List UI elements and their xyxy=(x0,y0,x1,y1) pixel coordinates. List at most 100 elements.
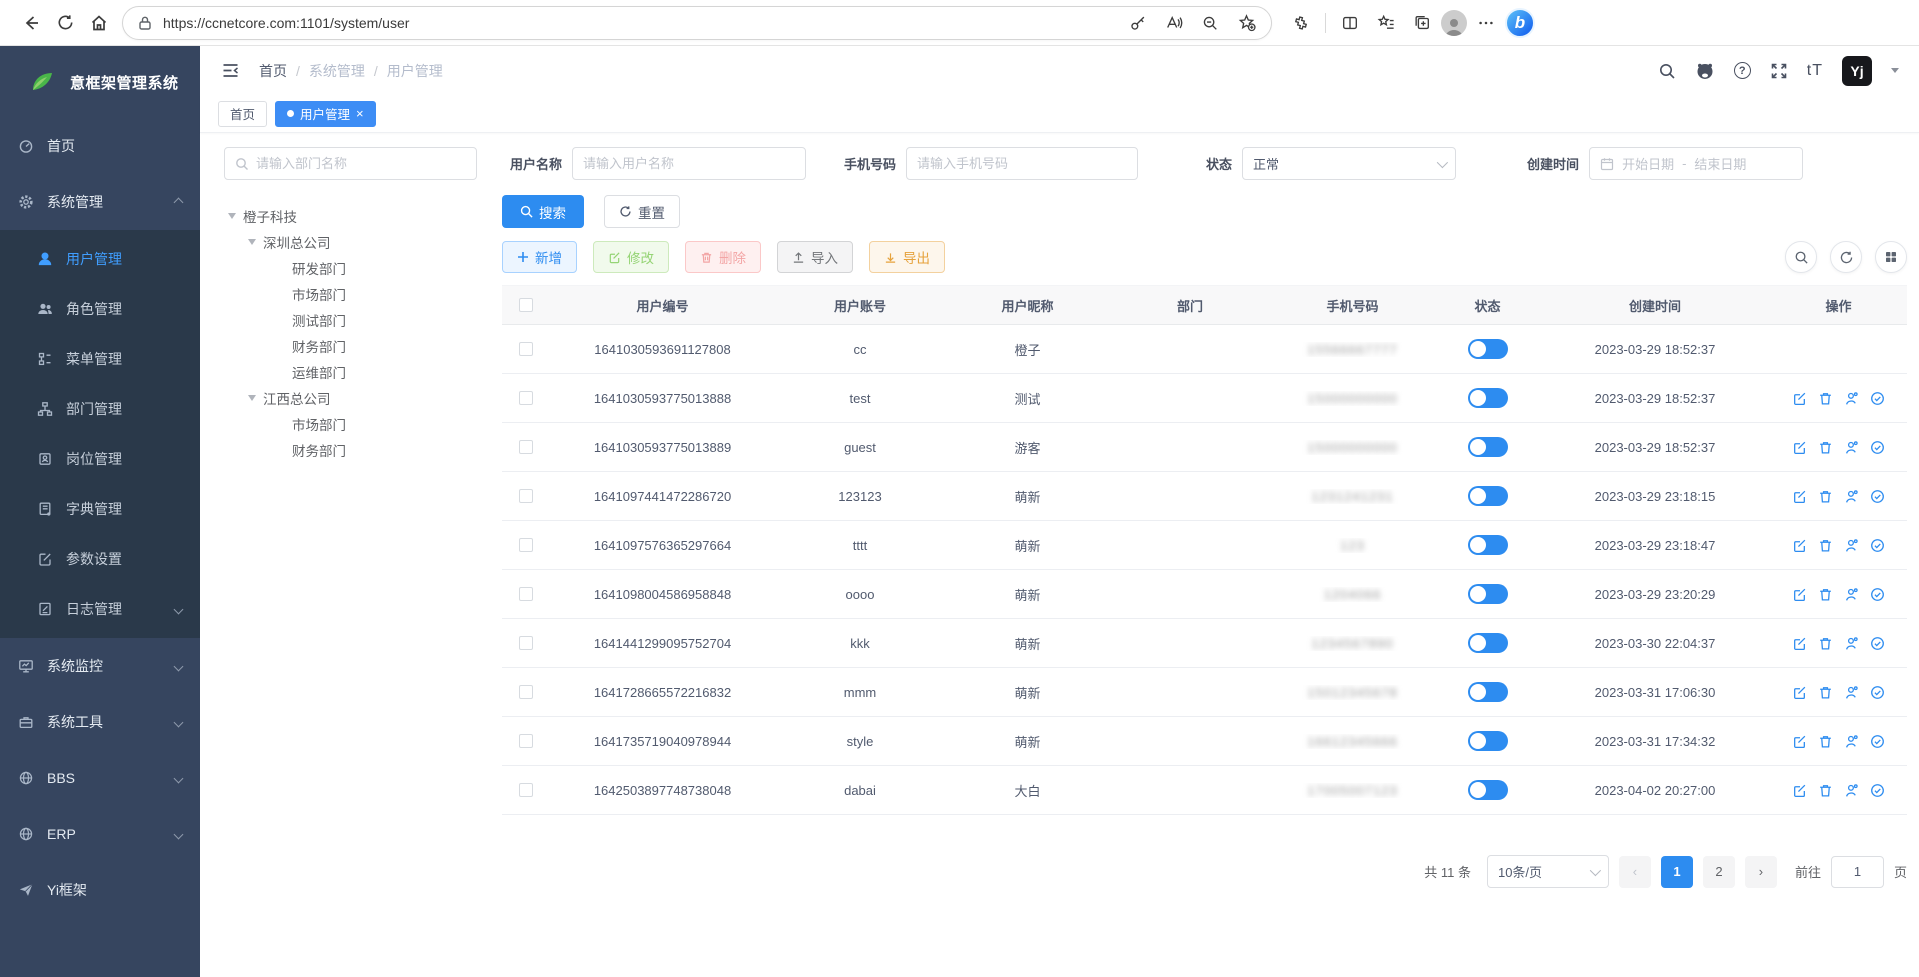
zoom-out-icon[interactable] xyxy=(1193,7,1227,39)
reset-button[interactable]: 重置 xyxy=(604,195,680,228)
reset-password-icon[interactable] xyxy=(1844,587,1859,602)
tree-node[interactable]: 市场部门 xyxy=(224,411,502,437)
url-text[interactable]: https://ccnetcore.com:1101/system/user xyxy=(163,14,410,31)
sidebar-item-dict-mgmt[interactable]: 字典管理 xyxy=(0,484,200,534)
delete-icon[interactable] xyxy=(1818,587,1833,602)
date-range-picker[interactable]: 开始日期 - 结束日期 xyxy=(1589,147,1804,180)
sidebar-item-yi-framework[interactable]: Yi框架 xyxy=(0,862,200,918)
delete-icon[interactable] xyxy=(1818,636,1833,651)
sidebar-item-monitor[interactable]: 系统监控 xyxy=(0,638,200,694)
dept-search-input[interactable] xyxy=(256,156,466,171)
search-icon[interactable] xyxy=(1658,62,1676,80)
tab-user-mgmt[interactable]: 用户管理 × xyxy=(275,100,376,127)
read-aloud-icon[interactable] xyxy=(1157,7,1191,39)
row-checkbox[interactable] xyxy=(519,538,533,552)
tree-node[interactable]: 财务部门 xyxy=(224,437,502,463)
row-checkbox[interactable] xyxy=(519,342,533,356)
status-toggle[interactable] xyxy=(1467,388,1508,408)
delete-icon[interactable] xyxy=(1818,440,1833,455)
status-toggle[interactable] xyxy=(1467,535,1508,555)
sidebar-item-role-mgmt[interactable]: 角色管理 xyxy=(0,284,200,334)
sidebar-item-system[interactable]: 系统管理 xyxy=(0,174,200,230)
add-button[interactable]: 新增 xyxy=(502,241,577,273)
user-avatar[interactable]: Yj xyxy=(1842,55,1872,86)
reset-password-icon[interactable] xyxy=(1844,538,1859,553)
reset-password-icon[interactable] xyxy=(1844,391,1859,406)
caret-icon[interactable] xyxy=(248,239,256,245)
edit-icon[interactable] xyxy=(1792,685,1807,700)
status-toggle[interactable] xyxy=(1467,437,1508,457)
import-button[interactable]: 导入 xyxy=(777,241,853,273)
font-size-icon[interactable]: tT xyxy=(1806,61,1823,79)
row-checkbox[interactable] xyxy=(519,489,533,503)
table-search-icon[interactable] xyxy=(1785,241,1817,273)
select-all-checkbox[interactable] xyxy=(519,298,533,312)
prev-page-button[interactable]: ‹ xyxy=(1618,855,1651,888)
reset-password-icon[interactable] xyxy=(1844,489,1859,504)
app-logo[interactable]: 意框架管理系统 xyxy=(0,46,200,118)
row-checkbox[interactable] xyxy=(519,587,533,601)
delete-icon[interactable] xyxy=(1818,538,1833,553)
delete-icon[interactable] xyxy=(1818,391,1833,406)
reset-password-icon[interactable] xyxy=(1844,783,1859,798)
status-toggle[interactable] xyxy=(1467,584,1508,604)
edit-icon[interactable] xyxy=(1792,636,1807,651)
tree-node[interactable]: 财务部门 xyxy=(224,333,502,359)
status-toggle[interactable] xyxy=(1467,682,1508,702)
delete-icon[interactable] xyxy=(1818,734,1833,749)
sidebar-item-post-mgmt[interactable]: 岗位管理 xyxy=(0,434,200,484)
table-refresh-icon[interactable] xyxy=(1830,241,1862,273)
status-toggle[interactable] xyxy=(1467,731,1508,751)
reset-password-icon[interactable] xyxy=(1844,636,1859,651)
status-toggle[interactable] xyxy=(1467,633,1508,653)
breadcrumb-home[interactable]: 首页 xyxy=(259,62,287,79)
status-toggle[interactable] xyxy=(1467,486,1508,506)
tree-node[interactable]: 研发部门 xyxy=(224,255,502,281)
edit-icon[interactable] xyxy=(1792,391,1807,406)
edit-icon[interactable] xyxy=(1792,538,1807,553)
favorites-bar-icon[interactable] xyxy=(1369,7,1403,39)
sidebar-item-bbs[interactable]: BBS xyxy=(0,750,200,806)
chevron-down-icon[interactable] xyxy=(1891,68,1899,73)
page-number-button[interactable]: 1 xyxy=(1660,855,1693,888)
delete-button[interactable]: 删除 xyxy=(685,241,761,273)
tree-node[interactable]: 测试部门 xyxy=(224,307,502,333)
phone-input[interactable] xyxy=(906,147,1139,180)
address-bar[interactable]: https://ccnetcore.com:1101/system/user xyxy=(122,5,1272,40)
delete-icon[interactable] xyxy=(1818,685,1833,700)
assign-role-icon[interactable] xyxy=(1870,489,1885,504)
help-icon[interactable]: ? xyxy=(1733,62,1751,79)
delete-icon[interactable] xyxy=(1818,489,1833,504)
home-icon[interactable] xyxy=(82,7,116,39)
refresh-icon[interactable] xyxy=(48,7,82,39)
assign-role-icon[interactable] xyxy=(1870,538,1885,553)
tree-node[interactable]: 江西总公司 xyxy=(224,385,502,411)
edit-icon[interactable] xyxy=(1792,489,1807,504)
dept-search-box[interactable] xyxy=(224,147,477,180)
tree-node[interactable]: 深圳总公司 xyxy=(224,229,502,255)
status-toggle[interactable] xyxy=(1467,780,1508,800)
assign-role-icon[interactable] xyxy=(1870,734,1885,749)
edit-icon[interactable] xyxy=(1792,783,1807,798)
close-icon[interactable]: × xyxy=(356,106,364,121)
row-checkbox[interactable] xyxy=(519,685,533,699)
collections-icon[interactable] xyxy=(1405,7,1439,39)
assign-role-icon[interactable] xyxy=(1870,391,1885,406)
split-screen-icon[interactable] xyxy=(1333,7,1367,39)
assign-role-icon[interactable] xyxy=(1870,587,1885,602)
tab-home[interactable]: 首页 xyxy=(218,100,268,127)
fullscreen-icon[interactable] xyxy=(1770,62,1788,80)
goto-page-input[interactable] xyxy=(1830,855,1884,888)
reset-password-icon[interactable] xyxy=(1844,440,1859,455)
more-icon[interactable] xyxy=(1469,7,1503,39)
row-checkbox[interactable] xyxy=(519,636,533,650)
favorite-add-icon[interactable] xyxy=(1229,7,1263,39)
sidebar-item-tools[interactable]: 系统工具 xyxy=(0,694,200,750)
row-checkbox[interactable] xyxy=(519,391,533,405)
edit-icon[interactable] xyxy=(1792,734,1807,749)
sidebar-item-param-settings[interactable]: 参数设置 xyxy=(0,534,200,584)
caret-icon[interactable] xyxy=(248,395,256,401)
breadcrumb-system[interactable]: 系统管理 xyxy=(308,62,365,79)
sidebar-item-log-mgmt[interactable]: 日志管理 xyxy=(0,584,200,634)
sidebar-item-menu-mgmt[interactable]: 菜单管理 xyxy=(0,334,200,384)
